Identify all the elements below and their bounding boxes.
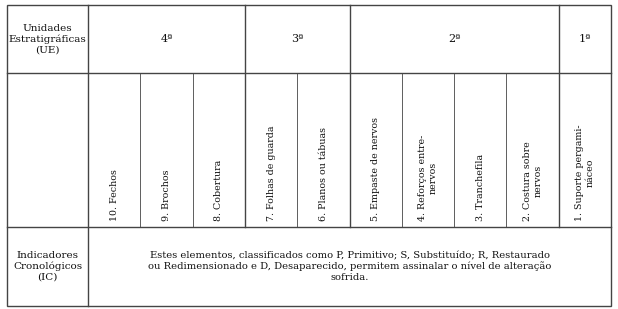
Text: 5. Empaste de nervos: 5. Empaste de nervos <box>371 117 380 221</box>
Text: 4ª: 4ª <box>160 34 172 44</box>
Text: Unidades
Estratigráficas
(UE): Unidades Estratigráficas (UE) <box>9 24 87 54</box>
Text: 1. Suporte pergami-
náceo: 1. Suporte pergami- náceo <box>575 125 595 221</box>
Text: 8. Cobertura: 8. Cobertura <box>214 160 223 221</box>
Text: Indicadores
Cronológicos
(IC): Indicadores Cronológicos (IC) <box>13 251 82 282</box>
Text: 10. Fechos: 10. Fechos <box>109 169 119 221</box>
Text: 4. Reforços entre-
nervos: 4. Reforços entre- nervos <box>418 135 438 221</box>
Text: 7. Folhas de guarda: 7. Folhas de guarda <box>266 125 276 221</box>
Text: Estes elementos, classificados como P, Primitivo; S, Substituído; R, Restaurado
: Estes elementos, classificados como P, P… <box>148 251 551 282</box>
Text: 2. Costura sobre
nervos: 2. Costura sobre nervos <box>523 141 542 221</box>
Text: 1ª: 1ª <box>578 34 591 44</box>
Text: 3. Tranchefila: 3. Tranchefila <box>476 154 485 221</box>
Text: 9. Brochos: 9. Brochos <box>162 170 171 221</box>
Text: 6. Planos ou tábuas: 6. Planos ou tábuas <box>319 127 328 221</box>
Text: 3ª: 3ª <box>291 34 303 44</box>
Text: 2ª: 2ª <box>448 34 460 44</box>
